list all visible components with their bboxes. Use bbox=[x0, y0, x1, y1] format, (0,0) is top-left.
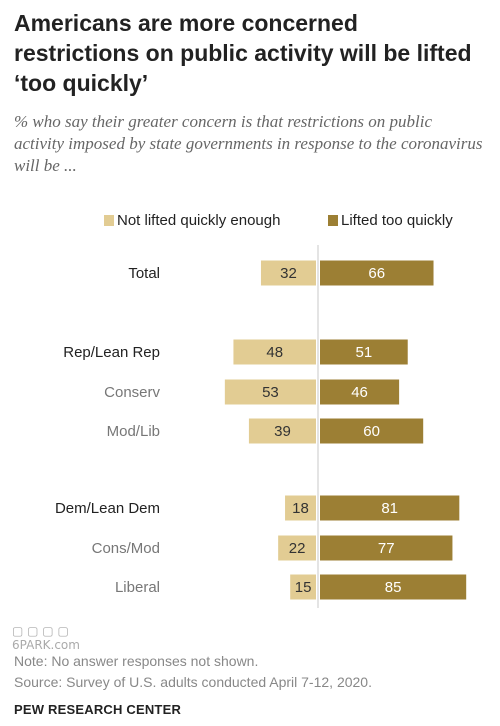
value-label-not-lifted-quickly-enough-mod-lib: 39 bbox=[274, 423, 291, 440]
legend-swatch-lifted-too-quickly bbox=[328, 215, 338, 226]
category-label-liberal: Liberal bbox=[115, 579, 160, 596]
value-label-not-lifted-quickly-enough-liberal: 15 bbox=[295, 579, 312, 596]
value-label-lifted-too-quickly-cons-mod: 77 bbox=[378, 540, 395, 557]
value-label-lifted-too-quickly-dem-lean-dem: 81 bbox=[381, 500, 398, 517]
value-label-not-lifted-quickly-enough-total: 32 bbox=[280, 265, 297, 282]
category-label-total: Total bbox=[128, 265, 160, 282]
bar-not-lifted-quickly-enough-total bbox=[260, 260, 316, 286]
value-label-not-lifted-quickly-enough-rep-lean-rep: 48 bbox=[266, 344, 283, 361]
diverging-bar-chart: Not lifted quickly enough Lifted too quic… bbox=[55, 212, 467, 608]
legend-swatch-not-lifted-quickly-enough bbox=[104, 215, 114, 226]
bar-not-lifted-quickly-enough-conserv bbox=[224, 379, 316, 405]
category-label-mod-lib: Mod/Lib bbox=[107, 423, 160, 440]
value-label-not-lifted-quickly-enough-cons-mod: 22 bbox=[289, 540, 306, 557]
category-label-conserv: Conserv bbox=[104, 384, 160, 401]
category-label-rep-lean-rep: Rep/Lean Rep bbox=[63, 344, 160, 361]
value-label-not-lifted-quickly-enough-dem-lean-dem: 18 bbox=[292, 500, 309, 517]
source-text: Source: Survey of U.S. adults conducted … bbox=[14, 674, 372, 690]
legend-label-not-lifted-quickly-enough: Not lifted quickly enough bbox=[117, 212, 280, 229]
watermark-text: 6PARK.com bbox=[12, 638, 80, 652]
bar-not-lifted-quickly-enough-mod-lib bbox=[248, 418, 316, 444]
chart-title: Americans are more concerned restriction… bbox=[14, 10, 472, 96]
bar-lifted-too-quickly-conserv bbox=[320, 379, 400, 405]
legend-label-lifted-too-quickly: Lifted too quickly bbox=[341, 212, 453, 229]
bar-not-lifted-quickly-enough-liberal bbox=[290, 574, 316, 600]
bar-not-lifted-quickly-enough-cons-mod bbox=[278, 535, 316, 561]
bar-lifted-too-quickly-rep-lean-rep bbox=[320, 339, 408, 365]
chart-subtitle: % who say their greater concern is that … bbox=[14, 112, 483, 175]
value-label-lifted-too-quickly-total: 66 bbox=[368, 265, 385, 282]
category-label-dem-lean-dem: Dem/Lean Dem bbox=[55, 500, 160, 517]
bar-lifted-too-quickly-mod-lib bbox=[320, 418, 424, 444]
category-label-cons-mod: Cons/Mod bbox=[92, 540, 160, 557]
bar-not-lifted-quickly-enough-dem-lean-dem bbox=[285, 495, 316, 521]
watermark-logo: ▢ ▢ ▢ ▢ 6PARK.com bbox=[12, 624, 102, 652]
value-label-not-lifted-quickly-enough-conserv: 53 bbox=[262, 384, 279, 401]
bar-lifted-too-quickly-total bbox=[320, 260, 434, 286]
value-label-lifted-too-quickly-conserv: 46 bbox=[351, 384, 368, 401]
bar-lifted-too-quickly-cons-mod bbox=[320, 535, 453, 561]
footer-brand: PEW RESEARCH CENTER bbox=[14, 702, 182, 717]
bar-lifted-too-quickly-liberal bbox=[320, 574, 467, 600]
bar-lifted-too-quickly-dem-lean-dem bbox=[320, 495, 460, 521]
watermark-glyphs: ▢ ▢ ▢ ▢ bbox=[12, 624, 69, 638]
value-label-lifted-too-quickly-liberal: 85 bbox=[385, 579, 402, 596]
note-text: Note: No answer responses not shown. bbox=[14, 653, 259, 669]
bar-not-lifted-quickly-enough-rep-lean-rep bbox=[233, 339, 316, 365]
value-label-lifted-too-quickly-mod-lib: 60 bbox=[363, 423, 380, 440]
value-label-lifted-too-quickly-rep-lean-rep: 51 bbox=[356, 344, 373, 361]
